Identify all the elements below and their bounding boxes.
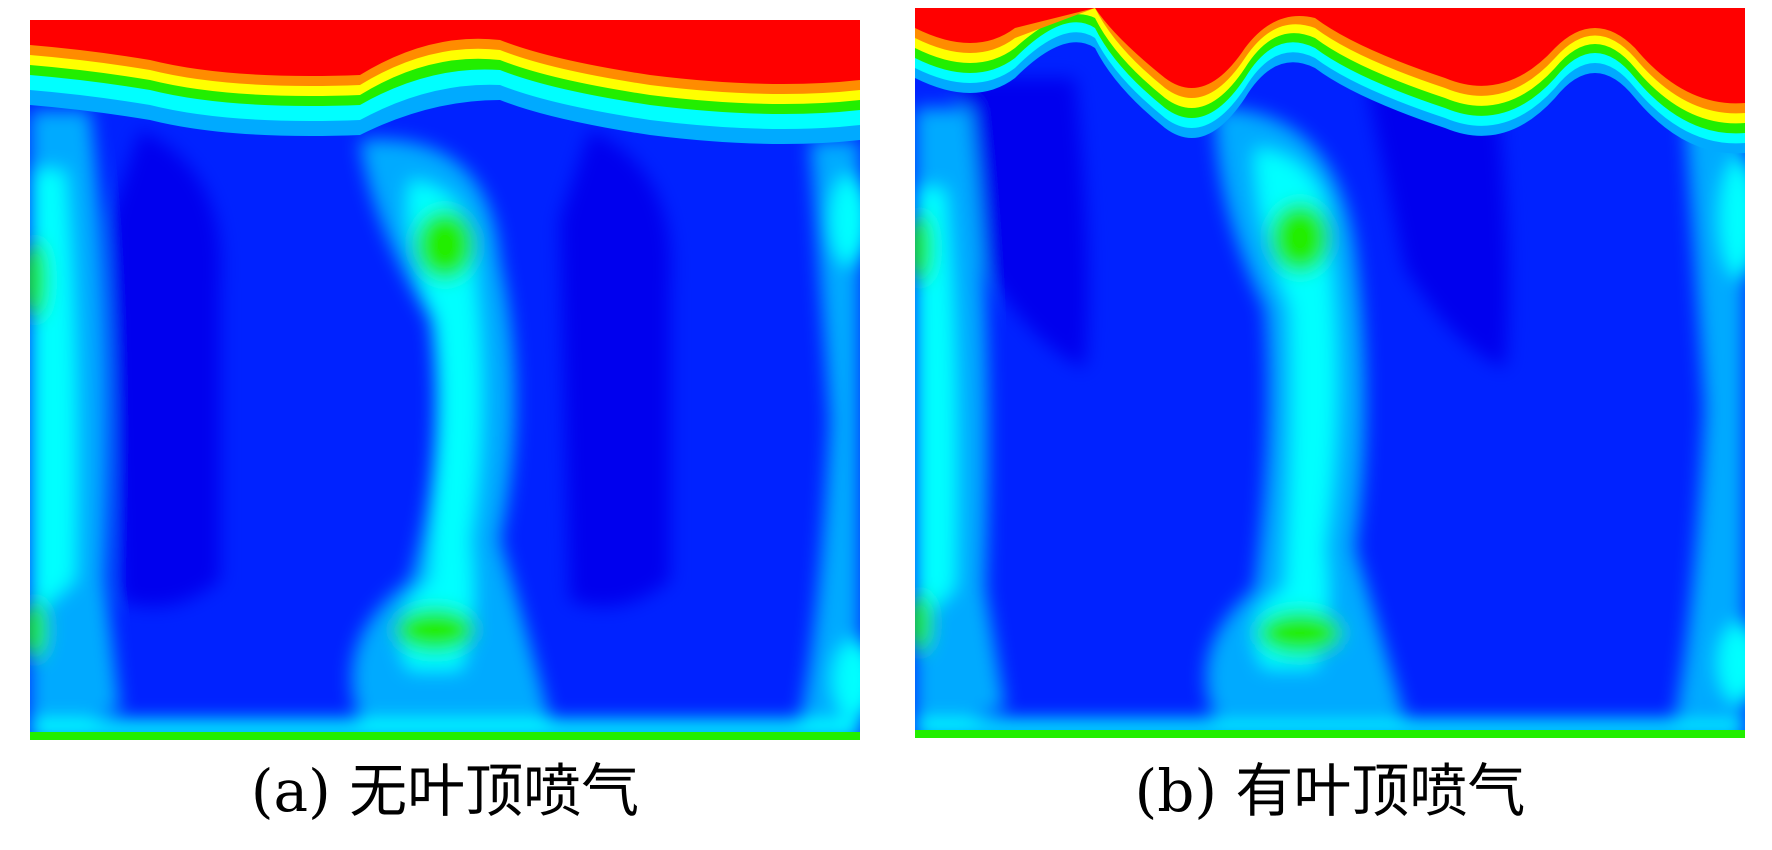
edge-green-left-b2: [915, 593, 932, 653]
edge-band-right-b: [1675, 118, 1745, 718]
dark-region-b1: [955, 78, 1089, 368]
wake-band-inner-a: [398, 180, 482, 670]
wake-hotspot-a1: [415, 210, 475, 280]
wake-hotspot-a2: [395, 608, 475, 652]
dark-region-b2: [1365, 78, 1509, 368]
edge-green-left-a: [30, 240, 47, 320]
caption-b: (b) 有叶顶喷气: [1134, 757, 1526, 825]
wake-hotspot-b1: [1270, 203, 1330, 273]
wake-band-inner-b: [1253, 148, 1337, 668]
contour-plot-b: [915, 8, 1745, 738]
edge-green-left-b: [915, 213, 932, 283]
caption-a: (a) 无叶顶喷气: [250, 757, 640, 825]
edge-cyan-right-b2: [1718, 623, 1745, 703]
dark-region-a2: [560, 130, 671, 607]
contour-plot-a: [30, 20, 860, 740]
edge-band-right-a: [800, 140, 860, 720]
wake-hotspot-b2: [1258, 611, 1342, 655]
edge-cyan-right-a: [830, 175, 860, 265]
top-layer-red-a: [30, 20, 860, 84]
top-layer-red-b: [915, 8, 1745, 104]
edge-band-left-inner-a: [30, 170, 77, 620]
bottom-edge-a: [30, 732, 860, 740]
edge-cyan-right-a2: [833, 640, 860, 720]
bottom-edge-b: [915, 730, 1745, 738]
dark-region-a1: [110, 130, 221, 607]
contour-plot-b-svg: [915, 8, 1745, 738]
edge-green-left-a2: [30, 600, 47, 660]
edge-cyan-right-b: [1720, 158, 1745, 278]
contour-plot-a-svg: [30, 20, 860, 740]
edge-band-left-inner-b: [915, 188, 957, 628]
